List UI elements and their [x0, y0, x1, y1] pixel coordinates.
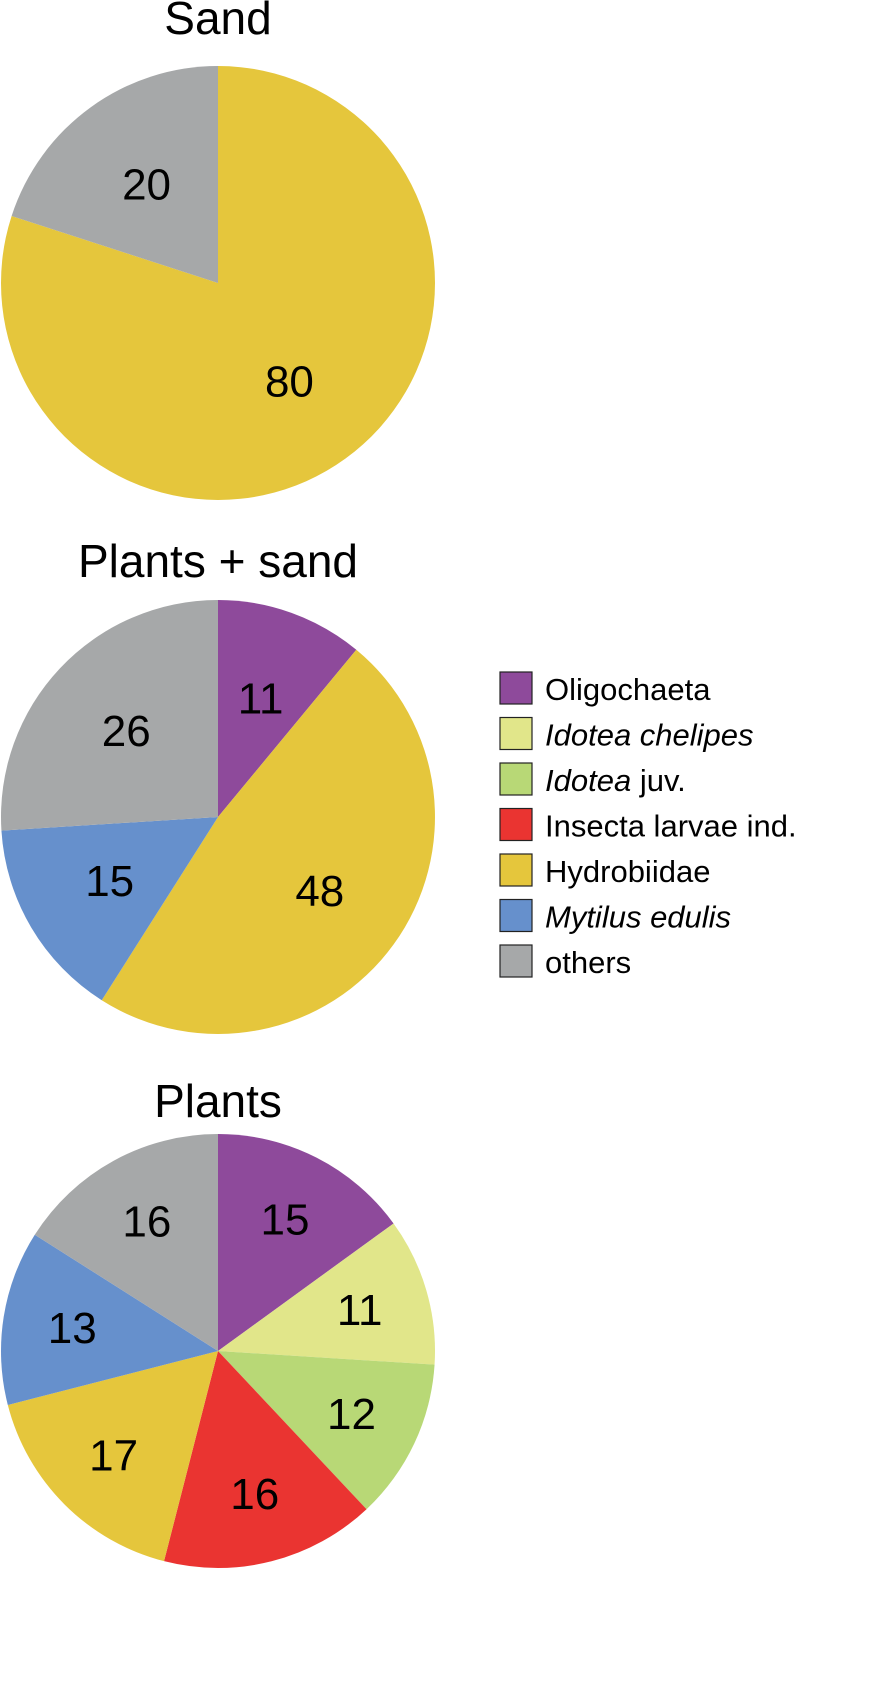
legend-label-insecta: Insecta larvae ind. — [545, 809, 797, 844]
legend-swatch-others — [499, 944, 533, 978]
legend: Oligochaeta Idotea chelipes Idotea juv. Ins… — [499, 671, 797, 980]
legend-swatch-idotea_juv — [499, 762, 533, 796]
slice-label-oligochaeta: 11 — [238, 675, 284, 724]
legend-label-italic: Idotea — [545, 763, 631, 798]
pie-slice-idotea_juv — [218, 1351, 435, 1510]
pie-slice-mytilus — [1, 817, 219, 1001]
chart-title: Plants + sand — [78, 535, 358, 587]
pie-slice-mytilus — [1, 1234, 218, 1405]
slice-label-others: 20 — [122, 161, 171, 210]
legend-item-idotea_chelipes: Idotea chelipes — [499, 716, 754, 753]
slice-label-mytilus: 13 — [48, 1304, 97, 1353]
pie-slice-others — [11, 66, 219, 283]
legend-swatch-insecta — [499, 807, 533, 842]
legend-label-plain: Hydrobiidae — [545, 854, 710, 889]
slice-label-hydrobiidae: 48 — [295, 867, 344, 916]
slice-label-idotea_juv: 12 — [327, 1390, 376, 1439]
legend-item-oligochaeta: Oligochaeta — [499, 671, 711, 707]
legend-label-plain: Insecta larvae ind. — [545, 809, 797, 844]
legend-label-plain: juv. — [631, 763, 686, 798]
slice-label-others: 26 — [102, 707, 151, 756]
legend-item-idotea_juv: Idotea juv. — [499, 762, 686, 798]
pie-chart-2: Plants + sand 11 48 15 26 — [1, 535, 435, 1034]
pie-slice-oligochaeta — [218, 1134, 394, 1351]
legend-label-others: others — [545, 945, 631, 980]
legend-label-hydrobiidae: Hydrobiidae — [545, 854, 710, 889]
pie-slice-insecta — [164, 1351, 367, 1569]
slice-label-insecta: 16 — [230, 1470, 279, 1519]
pie-chart-1: Sand 80 20 — [0, 0, 435, 500]
legend-swatch-idotea_chelipes — [499, 716, 533, 751]
legend-label-idotea_chelipes: Idotea chelipes — [545, 718, 754, 753]
legend-swatch-hydrobiidae — [499, 853, 533, 887]
legend-label-italic: Idotea chelipes — [545, 718, 754, 753]
slice-label-others: 16 — [122, 1198, 171, 1247]
pie-slice-oligochaeta — [218, 600, 357, 817]
pie-slice-hydrobiidae — [101, 649, 435, 1034]
chart-title: Sand — [164, 0, 271, 44]
chart-title: Plants — [154, 1075, 282, 1127]
slice-label-hydrobiidae: 17 — [89, 1431, 138, 1480]
legend-swatch-oligochaeta — [499, 671, 533, 705]
legend-item-others: others — [499, 944, 631, 980]
charts-layer: Sand 80 20 Plants + sand 11 48 15 26 Plants 15 11 1… — [0, 0, 435, 1569]
pie-slice-hydrobiidae — [7, 1351, 218, 1562]
legend-label-italic: Mytilus edulis — [545, 900, 731, 935]
slice-label-idotea_chelipes: 11 — [337, 1286, 383, 1335]
legend-label-oligochaeta: Oligochaeta — [545, 672, 711, 707]
slice-label-oligochaeta: 15 — [261, 1196, 310, 1245]
pie-slice-idotea_chelipes — [218, 1223, 435, 1365]
legend-label-plain: others — [545, 945, 631, 980]
legend-swatch-mytilus — [499, 898, 533, 933]
slice-label-mytilus: 15 — [85, 857, 134, 906]
legend-item-hydrobiidae: Hydrobiidae — [499, 853, 710, 889]
legend-label-idotea_juv: Idotea juv. — [545, 763, 686, 798]
pie-slice-others — [1, 600, 218, 831]
legend-label-plain: Oligochaeta — [545, 672, 711, 707]
pie-slice-others — [34, 1134, 218, 1351]
slice-label-hydrobiidae: 80 — [265, 357, 314, 406]
legend-label-mytilus: Mytilus edulis — [545, 900, 731, 935]
pie-chart-3: Plants 15 11 12 16 17 13 16 — [1, 1075, 435, 1569]
pie-slice-hydrobiidae — [0, 66, 435, 500]
legend-item-insecta: Insecta larvae ind. — [499, 807, 797, 844]
legend-item-mytilus: Mytilus edulis — [499, 898, 731, 935]
